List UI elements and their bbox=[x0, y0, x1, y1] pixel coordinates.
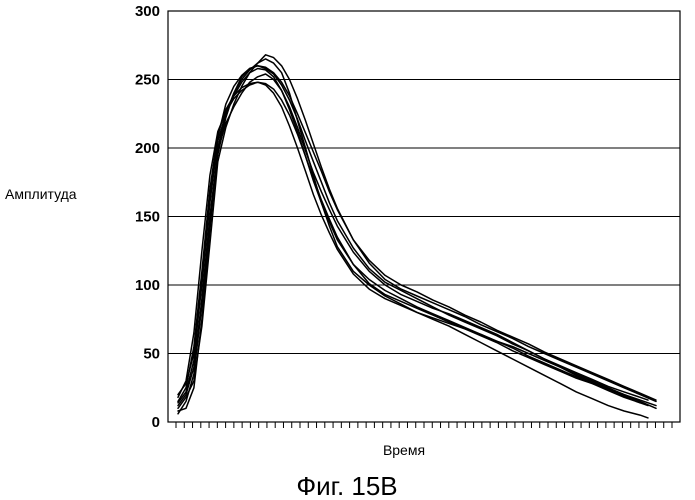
x-axis-label: Время bbox=[383, 442, 425, 458]
figure-caption: Фиг. 15B bbox=[296, 471, 397, 500]
series-line-7 bbox=[178, 66, 648, 414]
gridlines bbox=[168, 80, 680, 354]
x-axis-ticks bbox=[176, 422, 672, 428]
y-tick-label: 0 bbox=[152, 414, 160, 431]
y-tick-label: 100 bbox=[135, 277, 160, 294]
series-line-1 bbox=[178, 59, 648, 418]
y-axis-label: Амплитуда bbox=[5, 186, 77, 202]
y-tick-label: 150 bbox=[135, 209, 160, 226]
y-tick-label: 300 bbox=[135, 3, 160, 20]
series-line-6 bbox=[178, 82, 656, 405]
y-tick-label: 200 bbox=[135, 140, 160, 157]
series-line-2 bbox=[178, 55, 656, 411]
y-tick-label: 50 bbox=[143, 346, 160, 363]
series-line-4 bbox=[178, 82, 656, 408]
series-line-5 bbox=[178, 69, 640, 403]
y-tick-label: 250 bbox=[135, 72, 160, 89]
series-line-8 bbox=[178, 66, 656, 403]
y-axis-ticks: 0 50 100 150 200 250 300 bbox=[135, 3, 160, 431]
series-lines bbox=[178, 55, 656, 418]
series-line-3 bbox=[178, 74, 648, 406]
